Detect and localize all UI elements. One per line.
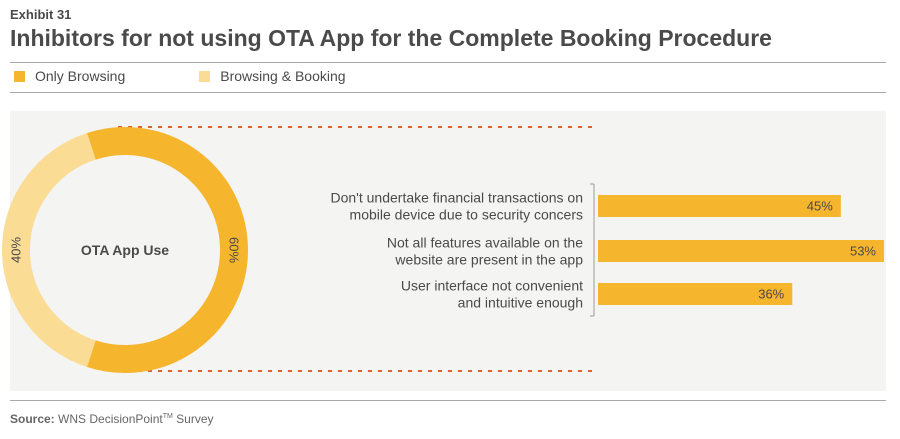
bar-category-label-2-line-2: website are present in the app xyxy=(394,252,583,268)
bar-category-label-3-line-2: and intuitive enough xyxy=(458,295,583,311)
source-suffix: Survey xyxy=(172,412,214,426)
exhibit-number: Exhibit 31 xyxy=(10,7,72,22)
bar-1 xyxy=(598,195,841,217)
legend-item-browsing-booking: Browsing & Booking xyxy=(199,68,346,84)
bar-category-label-1-line-2: mobile device due to security concers xyxy=(350,207,583,223)
chart-title: Inhibitors for not using OTA App for the… xyxy=(10,25,772,51)
source-trademark: TM xyxy=(162,413,173,420)
bar-value-label-1: 45% xyxy=(807,199,833,214)
source-divider xyxy=(10,400,886,401)
bar-value-label-2: 53% xyxy=(850,244,876,259)
source-prefix: Source: xyxy=(10,412,55,426)
donut-center-label: OTA App Use xyxy=(81,242,169,258)
bar-category-label-2-line-1: Not all features available on the xyxy=(387,235,583,251)
donut-slice-browsing-booking xyxy=(2,133,96,367)
donut-label-only-browsing: 60% xyxy=(227,237,242,263)
source-note: Source: WNS DecisionPointTM Survey xyxy=(10,412,214,426)
bar-3 xyxy=(598,283,793,305)
legend: Only Browsing Browsing & Booking xyxy=(14,67,420,85)
donut-slice-only-browsing xyxy=(87,127,248,373)
legend-swatch-only-browsing xyxy=(14,70,25,82)
bar-2 xyxy=(598,240,884,262)
legend-item-only-browsing: Only Browsing xyxy=(14,68,125,84)
legend-swatch-browsing-booking xyxy=(199,70,211,82)
legend-label-only-browsing: Only Browsing xyxy=(35,68,126,84)
legend-divider xyxy=(10,92,886,93)
donut-label-browsing-booking: 40% xyxy=(9,237,24,263)
title-divider xyxy=(10,62,886,63)
source-text: WNS DecisionPoint xyxy=(58,412,163,426)
chart-canvas: 60% 40% OTA App Use 45% Don't undertake fina… xyxy=(2,126,884,373)
bar-category-label-3-line-1: User interface not convenient xyxy=(401,278,583,294)
bar-category-label-1-line-1: Don't undertake financial transactions o… xyxy=(331,190,584,206)
legend-label-browsing-booking: Browsing & Booking xyxy=(220,68,346,84)
bar-value-label-3: 36% xyxy=(758,287,784,302)
